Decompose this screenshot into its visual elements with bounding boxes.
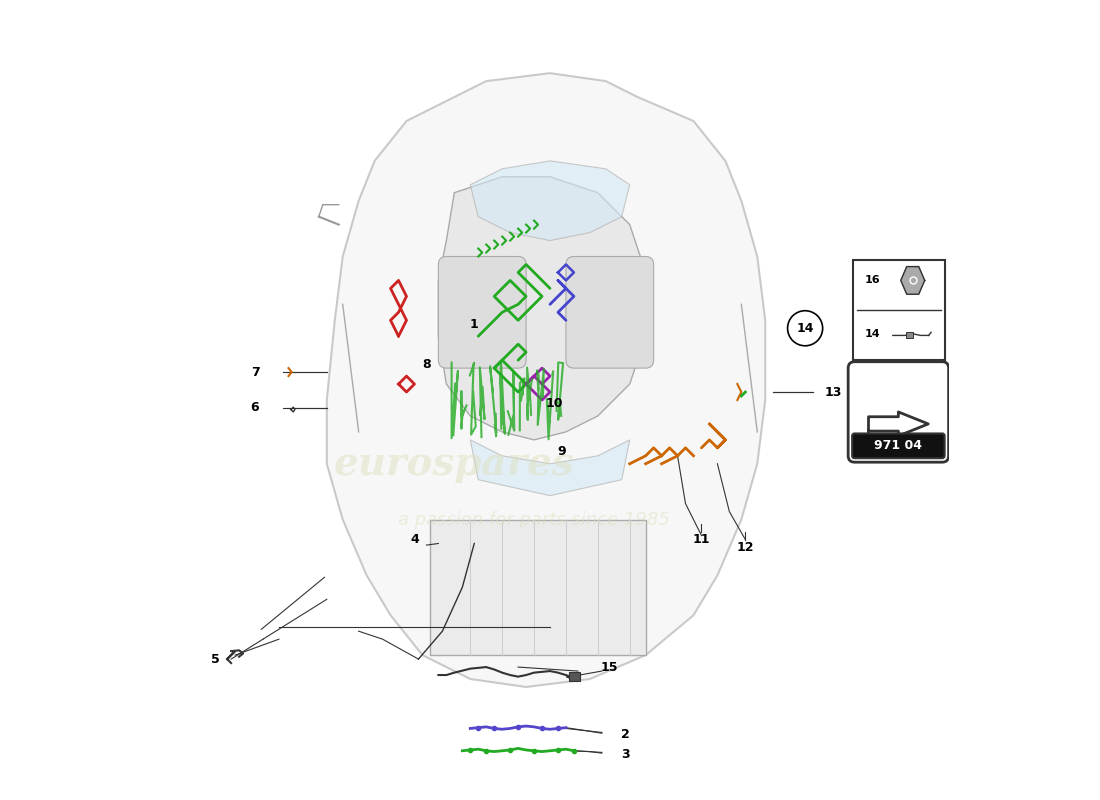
- Polygon shape: [327, 73, 766, 687]
- Text: 4: 4: [410, 533, 419, 546]
- Text: 6: 6: [251, 402, 260, 414]
- Text: 12: 12: [737, 541, 755, 554]
- Text: 11: 11: [693, 533, 711, 546]
- FancyBboxPatch shape: [852, 261, 945, 360]
- Text: 10: 10: [546, 398, 563, 410]
- Text: 3: 3: [621, 748, 630, 762]
- FancyBboxPatch shape: [852, 434, 945, 458]
- Text: 2: 2: [621, 728, 630, 742]
- Text: 9: 9: [558, 446, 566, 458]
- FancyBboxPatch shape: [905, 332, 913, 338]
- Text: 971 04: 971 04: [874, 439, 923, 452]
- Text: 15: 15: [601, 661, 618, 674]
- Text: a passion for parts since 1985: a passion for parts since 1985: [398, 510, 670, 529]
- Text: 16: 16: [865, 275, 880, 286]
- Polygon shape: [430, 519, 646, 655]
- Text: 13: 13: [824, 386, 842, 398]
- FancyBboxPatch shape: [848, 362, 948, 462]
- Polygon shape: [869, 412, 928, 436]
- Polygon shape: [471, 440, 629, 496]
- Text: 5: 5: [211, 653, 220, 666]
- Text: eurospares: eurospares: [334, 445, 574, 482]
- Text: 1: 1: [470, 318, 478, 330]
- Polygon shape: [471, 161, 629, 241]
- Polygon shape: [901, 266, 925, 294]
- Polygon shape: [439, 177, 646, 440]
- Text: 14: 14: [796, 322, 814, 334]
- Text: 14: 14: [865, 329, 880, 339]
- Text: 7: 7: [251, 366, 260, 378]
- FancyBboxPatch shape: [569, 672, 581, 682]
- Text: 16: 16: [896, 302, 913, 315]
- FancyBboxPatch shape: [565, 257, 653, 368]
- FancyBboxPatch shape: [439, 257, 526, 368]
- Text: 8: 8: [422, 358, 431, 370]
